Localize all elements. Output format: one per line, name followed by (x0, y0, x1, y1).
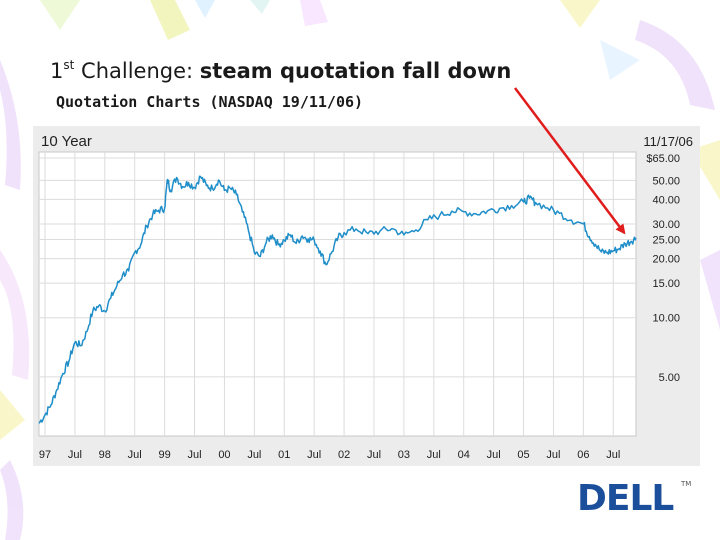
chart-date: 11/17/06 (643, 134, 693, 149)
y-tick-label: 15.00 (652, 278, 680, 290)
y-tick-label: 50.00 (652, 175, 680, 187)
x-tick-label: Jul (487, 449, 501, 461)
logo-wordmark: DELL (577, 478, 673, 516)
x-tick-label: Jul (68, 449, 82, 461)
x-tick-label: Jul (247, 449, 261, 461)
x-tick-label: Jul (606, 449, 620, 461)
chart-frame: $65.00 50.00 40.00 30.00 25.00 20.00 15.00 10.0… (33, 126, 700, 466)
title-prefix: Challenge: (81, 59, 194, 83)
x-tick-label: Jul (546, 449, 560, 461)
x-tick-label: Jul (367, 449, 381, 461)
x-tick-label: Jul (307, 449, 321, 461)
dell-logo: DELL TM (577, 478, 691, 516)
x-tick-label: 02 (338, 449, 350, 461)
x-tick-label: Jul (187, 449, 201, 461)
title-emphasis: steam quotation fall down (199, 59, 512, 83)
title-ordinal-suffix: st (63, 58, 75, 72)
x-tick-label: 01 (278, 449, 290, 461)
slide-subtitle: Quotation Charts (NASDAQ 19/11/06) (56, 93, 364, 111)
logo-trademark: TM (680, 480, 691, 488)
y-tick-label: 10.00 (652, 313, 680, 325)
plot-area (38, 151, 637, 437)
chart-title: 10 Year (41, 133, 92, 150)
y-tick-label: 20.00 (652, 254, 680, 266)
y-tick-label: 30.00 (652, 219, 680, 231)
y-tick-label: 25.00 (652, 235, 680, 247)
x-tick-label: 00 (218, 449, 230, 461)
x-tick-label: 05 (517, 449, 529, 461)
x-tick-label: 04 (458, 449, 470, 461)
x-tick-label: 06 (577, 449, 589, 461)
title-ordinal: 1 (50, 59, 64, 83)
x-tick-label: 03 (398, 449, 410, 461)
y-tick-label: 5.00 (659, 372, 680, 384)
x-tick-label: Jul (427, 449, 441, 461)
stock-chart: $65.00 50.00 40.00 30.00 25.00 20.00 15.00 10.0… (38, 133, 693, 461)
y-tick-label: $65.00 (646, 153, 680, 165)
x-tick-label: 99 (158, 449, 170, 461)
x-tick-label: Jul (128, 449, 142, 461)
x-tick-label: 97 (39, 449, 51, 461)
x-tick-label: 98 (99, 449, 111, 461)
slide-title: 1st Challenge: steam quotation fall down (50, 58, 511, 83)
y-tick-label: 40.00 (652, 194, 680, 206)
